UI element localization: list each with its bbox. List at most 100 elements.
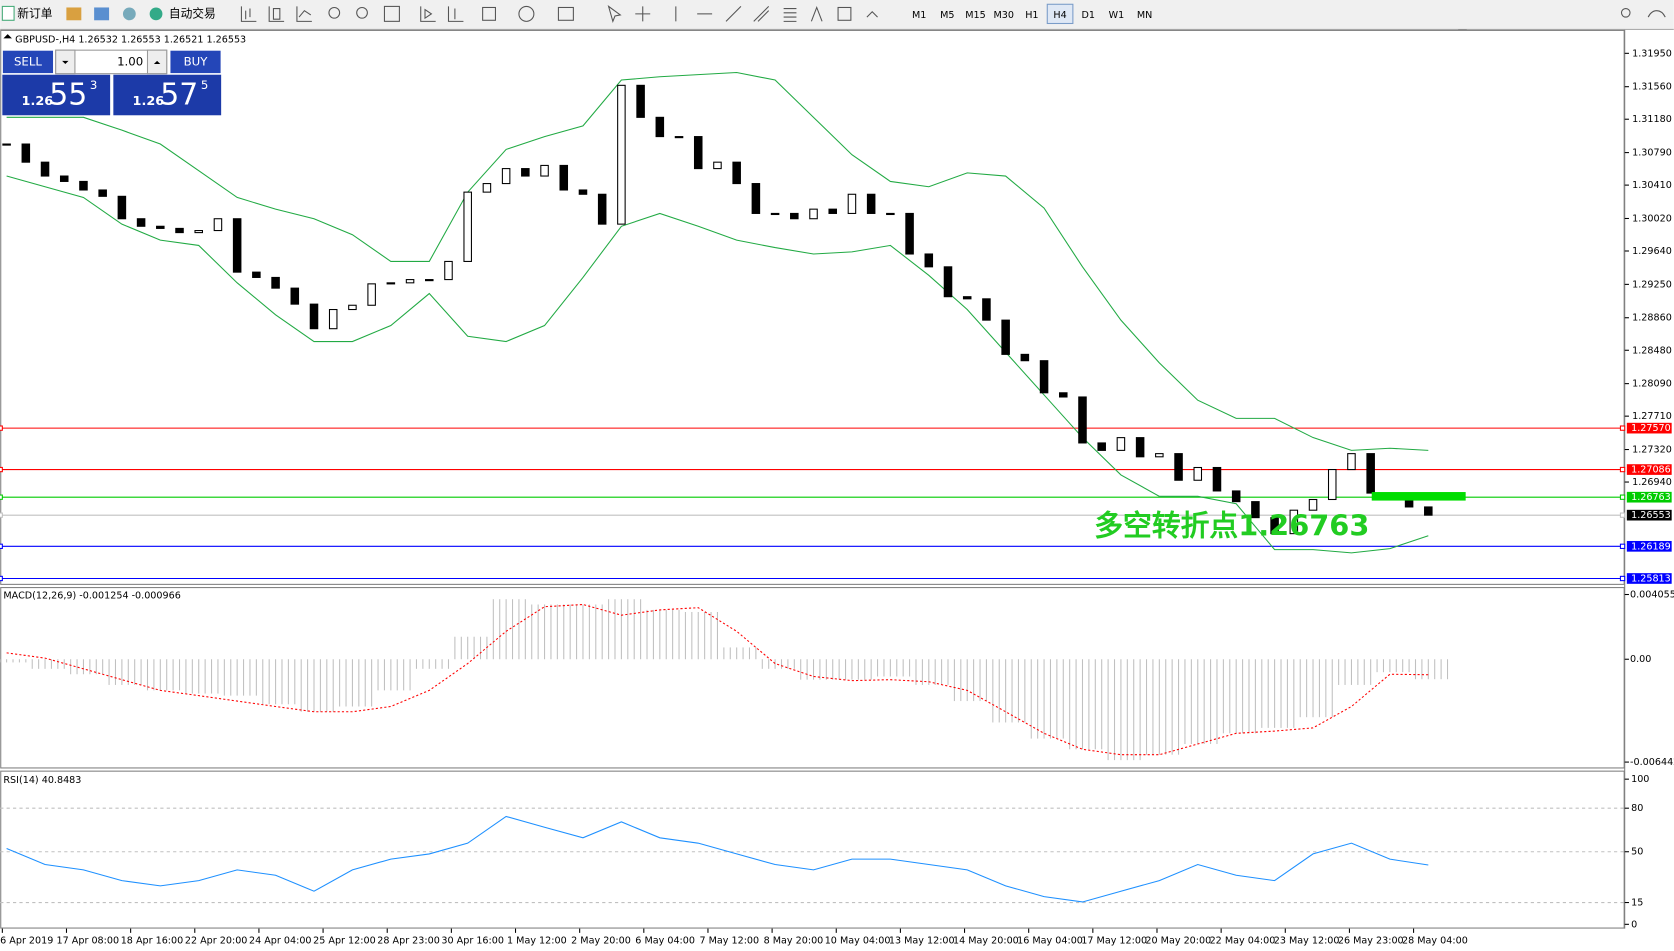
- icon[interactable]: [66, 7, 82, 21]
- icon[interactable]: [268, 6, 285, 22]
- price-tick-label: 1.30790: [1632, 148, 1672, 159]
- level-label: 1.26189: [1631, 541, 1671, 552]
- price-tick-label: 1.28090: [1632, 379, 1672, 390]
- candle: [309, 303, 319, 330]
- candle: [1135, 437, 1145, 458]
- timeframe-button[interactable]: M15: [965, 10, 986, 21]
- icon[interactable]: [296, 6, 312, 22]
- icon[interactable]: [240, 6, 257, 22]
- icon[interactable]: [447, 6, 464, 22]
- candle: [1327, 469, 1337, 501]
- candle: [1020, 353, 1030, 362]
- rsi-line: [6, 815, 1429, 903]
- candle: [175, 227, 184, 234]
- candle: [790, 212, 799, 220]
- candle: [117, 195, 127, 220]
- candle: [809, 208, 818, 220]
- date-label: 7 May 12:00: [699, 935, 759, 946]
- auto-trading-button[interactable]: 自动交易: [149, 6, 216, 21]
- level-label: 1.27086: [1631, 465, 1671, 476]
- date-label: 8 May 20:00: [764, 935, 824, 946]
- candle: [521, 168, 530, 177]
- candle: [1059, 392, 1068, 398]
- icon[interactable]: [557, 6, 574, 21]
- bid-prefix: 1.26: [22, 94, 54, 109]
- sell-label: SELL: [14, 54, 42, 68]
- candle: [1231, 490, 1241, 503]
- candle: [674, 136, 684, 139]
- icon[interactable]: [837, 6, 852, 21]
- candle: [290, 287, 300, 305]
- timeframe-button[interactable]: MN: [1137, 10, 1152, 21]
- timeframe-button[interactable]: D1: [1082, 10, 1096, 21]
- rsi-tick-label: 50: [1631, 847, 1643, 858]
- new-order-button[interactable]: 新订单: [1, 5, 53, 21]
- icon[interactable]: [635, 6, 651, 22]
- candle: [962, 296, 972, 300]
- timeframe-button[interactable]: M1: [912, 10, 926, 21]
- buy-button[interactable]: [169, 49, 222, 75]
- candle: [1347, 453, 1356, 471]
- candle: [213, 218, 223, 232]
- date-label: 25 Apr 12:00: [313, 935, 376, 946]
- candle: [1289, 509, 1299, 535]
- sell-button[interactable]: [1, 49, 55, 75]
- icon[interactable]: [518, 5, 535, 22]
- timeframe-button[interactable]: H1: [1025, 10, 1038, 21]
- level-end: [1619, 494, 1626, 500]
- timeframe-button[interactable]: M5: [940, 10, 954, 21]
- candle: [2, 143, 11, 146]
- price-tick-label: 1.27710: [1632, 411, 1672, 422]
- icon[interactable]: [753, 6, 770, 22]
- bollinger-upper: [6, 71, 1429, 451]
- candle: [693, 136, 703, 170]
- candle: [1404, 498, 1414, 508]
- timeframe-button[interactable]: W1: [1109, 10, 1125, 21]
- candle: [1155, 453, 1164, 458]
- candle: [98, 189, 107, 197]
- icon[interactable]: [328, 6, 341, 19]
- timeframe-button[interactable]: M30: [993, 10, 1014, 21]
- icon[interactable]: [383, 5, 400, 22]
- ask-big: 57: [160, 78, 198, 113]
- macd-label: MACD(12,26,9) -0.001254 -0.000966: [3, 591, 180, 602]
- icon[interactable]: [420, 6, 436, 22]
- bid-box[interactable]: [2, 74, 111, 116]
- icon[interactable]: [866, 10, 878, 18]
- search-icon[interactable]: [1620, 8, 1631, 18]
- icon[interactable]: [122, 7, 136, 21]
- date-label: 16 Apr 2019: [0, 935, 53, 946]
- icon[interactable]: [725, 6, 742, 22]
- level-end: [1619, 512, 1626, 518]
- date-label: 23 May 12:00: [1274, 935, 1340, 946]
- ask-box[interactable]: [113, 74, 222, 116]
- auto-trading-icon: [149, 7, 163, 21]
- icon[interactable]: [482, 6, 496, 21]
- candle: [1039, 360, 1049, 394]
- icon[interactable]: [94, 7, 110, 21]
- lot-value: 1.00: [117, 54, 143, 68]
- rsi-tick-label: 80: [1631, 803, 1643, 814]
- bid-big: 55: [49, 78, 87, 113]
- candle: [886, 212, 895, 216]
- level-end: [0, 494, 3, 500]
- candle: [770, 212, 780, 216]
- candle: [405, 279, 415, 284]
- date-label: 10 May 04:00: [825, 935, 891, 946]
- icon[interactable]: [356, 6, 368, 19]
- icon[interactable]: [810, 5, 823, 22]
- candle: [828, 208, 837, 214]
- date-label: 17 Apr 08:00: [57, 935, 120, 946]
- icon[interactable]: [607, 5, 622, 23]
- chat-icon[interactable]: [1647, 10, 1666, 18]
- date-label: 26 May 23:00: [1338, 935, 1404, 946]
- level-label-bg: [1626, 422, 1672, 434]
- icon[interactable]: [783, 8, 797, 22]
- level-end: [0, 575, 3, 582]
- candle: [386, 282, 396, 285]
- timeframe-button[interactable]: H4: [1053, 10, 1066, 21]
- level-label-bg: [1626, 540, 1672, 552]
- price-tick-label: 1.29250: [1632, 279, 1672, 290]
- candle: [847, 193, 857, 214]
